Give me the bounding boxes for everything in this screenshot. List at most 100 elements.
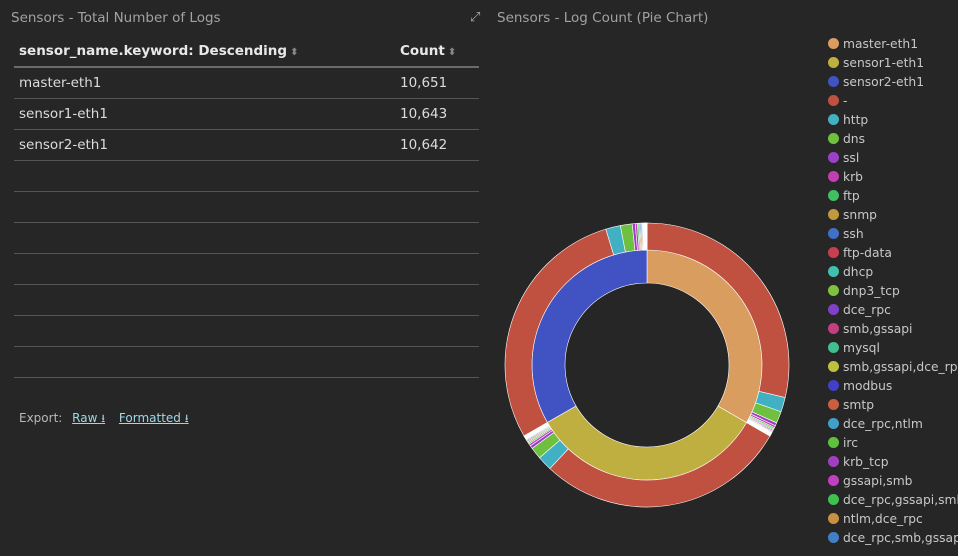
legend-color-dot <box>828 304 839 315</box>
sensor-cell: master-eth1 <box>14 67 395 99</box>
sensor-cell: sensor1-eth1 <box>14 98 395 130</box>
legend-color-dot <box>828 399 839 410</box>
legend-item[interactable]: mysql <box>828 338 958 357</box>
legend-color-dot <box>828 247 839 258</box>
legend-color-dot <box>828 266 839 277</box>
legend-label: master-eth1 <box>843 36 919 51</box>
legend-color-dot <box>828 532 839 543</box>
table-row: sensor1-eth1 10,643 <box>14 98 479 130</box>
download-icon: ⭳ <box>184 412 189 425</box>
legend-item[interactable]: krb_tcp <box>828 452 958 471</box>
legend-item[interactable]: dns <box>828 129 958 148</box>
legend-label: dhcp <box>843 264 874 279</box>
legend-item[interactable]: gssapi,smb <box>828 471 958 490</box>
legend-label: ssh <box>843 226 864 241</box>
legend-label: dce_rpc,ntlm <box>843 416 923 431</box>
pie-panel: Sensors - Log Count (Pie Chart) master-e… <box>488 0 958 556</box>
legend-item[interactable]: smtp <box>828 395 958 414</box>
count-cell: 10,651 <box>395 67 479 99</box>
legend-color-dot <box>828 95 839 106</box>
legend-item[interactable]: modbus <box>828 376 958 395</box>
legend-item[interactable]: krb <box>828 167 958 186</box>
export-formatted-link[interactable]: Formatted ⭳ <box>119 411 189 425</box>
panel-title: Sensors - Total Number of Logs <box>11 10 221 26</box>
sort-icon[interactable]: ⬍ <box>290 47 299 58</box>
legend-item[interactable]: http <box>828 110 958 129</box>
legend-item[interactable]: irc <box>828 433 958 452</box>
count-cell: 10,643 <box>395 98 479 130</box>
legend-color-dot <box>828 342 839 353</box>
legend-item[interactable]: ssh <box>828 224 958 243</box>
export-bar: Export: Raw ⭳ Formatted ⭳ <box>19 410 189 429</box>
legend-label: dns <box>843 131 866 146</box>
panel-title: Sensors - Log Count (Pie Chart) <box>497 10 709 26</box>
expand-icon[interactable]: ⤢ <box>470 10 481 25</box>
legend-color-dot <box>828 361 839 372</box>
legend-label: dce_rpc <box>843 302 891 317</box>
legend-item[interactable]: master-eth1 <box>828 34 958 53</box>
legend-item[interactable]: ftp-data <box>828 243 958 262</box>
empty-row <box>14 253 479 285</box>
legend-color-dot <box>828 38 839 49</box>
legend-item[interactable]: sensor2-eth1 <box>828 72 958 91</box>
pie-chart <box>504 222 790 508</box>
legend-item[interactable]: smb,gssapi,dce_rpc <box>828 357 958 376</box>
legend-item[interactable]: - <box>828 91 958 110</box>
legend-label: - <box>843 93 848 108</box>
legend-item[interactable]: dhcp <box>828 262 958 281</box>
legend-item[interactable]: dnp3_tcp <box>828 281 958 300</box>
legend-item[interactable]: dce_rpc,smb,gssapi <box>828 528 958 547</box>
table-row: master-eth1 10,651 <box>14 67 479 99</box>
legend-label: modbus <box>843 378 893 393</box>
table-row: sensor2-eth1 10,642 <box>14 129 479 161</box>
legend-label: dce_rpc,smb,gssapi <box>843 530 958 545</box>
legend-label: mysql <box>843 340 880 355</box>
export-raw-link[interactable]: Raw ⭳ <box>72 411 105 425</box>
empty-row <box>14 346 479 378</box>
legend-label: gssapi,smb <box>843 473 913 488</box>
legend-color-dot <box>828 209 839 220</box>
legend-label: ftp-data <box>843 245 892 260</box>
empty-row <box>14 191 479 223</box>
legend-label: irc <box>843 435 858 450</box>
legend-label: smb,gssapi <box>843 321 913 336</box>
empty-row <box>14 284 479 316</box>
empty-row <box>14 222 479 254</box>
legend-label: http <box>843 112 869 127</box>
legend-color-dot <box>828 285 839 296</box>
legend-color-dot <box>828 494 839 505</box>
column-label: Count <box>400 43 445 59</box>
legend-item[interactable]: dce_rpc,ntlm <box>828 414 958 433</box>
legend-label: krb <box>843 169 863 184</box>
legend-item[interactable]: ftp <box>828 186 958 205</box>
table-panel: Sensors - Total Number of Logs sensor_na… <box>11 10 481 429</box>
legend-item[interactable]: snmp <box>828 205 958 224</box>
legend-label: ftp <box>843 188 860 203</box>
legend-item[interactable]: ntlm,dce_rpc <box>828 509 958 528</box>
download-icon: ⭳ <box>101 412 106 425</box>
legend-color-dot <box>828 57 839 68</box>
legend-item[interactable]: dce_rpc,gssapi,smb <box>828 490 958 509</box>
sort-icon[interactable]: ⬍ <box>447 47 457 58</box>
logs-table: sensor_name.keyword: Descending ⬍ Count ⬍ … <box>14 36 479 378</box>
legend-item[interactable]: dce_rpc <box>828 300 958 319</box>
legend-color-dot <box>828 456 839 467</box>
column-label: sensor_name.keyword: Descending <box>19 43 288 59</box>
legend-item[interactable]: ssl <box>828 148 958 167</box>
legend-color-dot <box>828 76 839 87</box>
count-cell: 10,642 <box>395 129 479 161</box>
legend-color-dot <box>828 513 839 524</box>
legend-item[interactable]: smb,gssapi <box>828 319 958 338</box>
column-header-count[interactable]: Count ⬍ <box>395 36 479 68</box>
column-header-sensor[interactable]: sensor_name.keyword: Descending ⬍ <box>14 36 395 68</box>
legend-color-dot <box>828 133 839 144</box>
legend-color-dot <box>828 418 839 429</box>
legend-label: sensor2-eth1 <box>843 74 925 89</box>
legend-color-dot <box>828 475 839 486</box>
empty-row <box>14 160 479 192</box>
export-label: Export: <box>19 411 63 425</box>
legend-label: dce_rpc,gssapi,smb <box>843 492 958 507</box>
legend-color-dot <box>828 380 839 391</box>
legend-item[interactable]: sensor1-eth1 <box>828 53 958 72</box>
link-label: Raw <box>72 411 98 425</box>
